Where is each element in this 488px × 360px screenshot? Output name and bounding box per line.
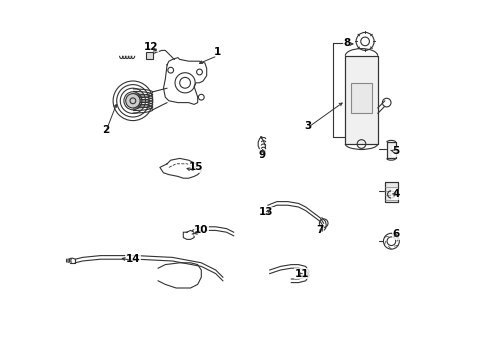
Bar — [145, 52, 152, 59]
Bar — [350, 83, 371, 113]
Bar — [345, 56, 377, 144]
Text: 12: 12 — [143, 42, 158, 52]
Text: 6: 6 — [391, 229, 399, 239]
Text: 7: 7 — [316, 225, 323, 235]
Bar — [384, 182, 397, 202]
Text: 5: 5 — [391, 146, 399, 156]
Bar — [386, 142, 395, 158]
Text: 1: 1 — [213, 47, 221, 57]
Text: 11: 11 — [294, 269, 309, 279]
Text: 8: 8 — [343, 38, 350, 48]
Text: 4: 4 — [391, 189, 399, 199]
Text: 3: 3 — [303, 121, 310, 131]
Text: 2: 2 — [102, 125, 109, 135]
Circle shape — [125, 94, 140, 108]
Bar — [384, 182, 397, 202]
Bar — [386, 142, 395, 158]
Text: 15: 15 — [188, 162, 203, 172]
Text: 14: 14 — [125, 254, 140, 264]
Bar — [345, 56, 377, 144]
Text: 13: 13 — [258, 207, 273, 217]
Text: 9: 9 — [259, 150, 265, 160]
Text: 10: 10 — [194, 225, 208, 235]
